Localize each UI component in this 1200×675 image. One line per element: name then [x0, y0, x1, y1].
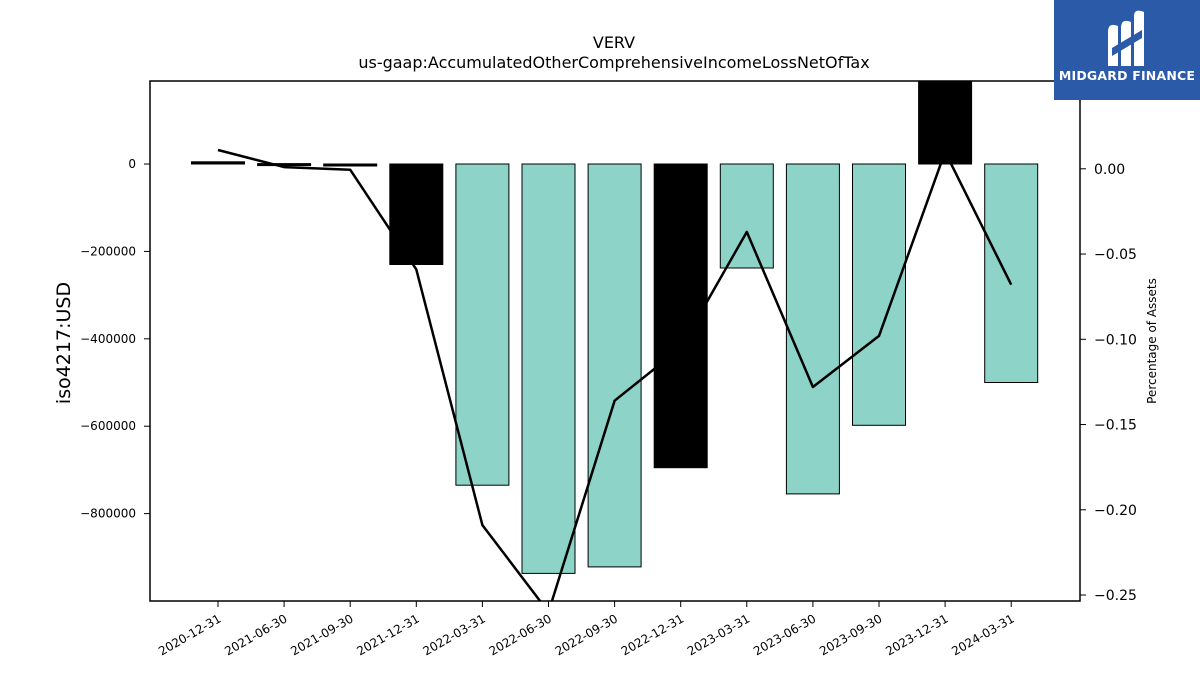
x-tick-label: 2023-06-30	[751, 611, 818, 658]
y-tick-label: 0	[128, 157, 136, 171]
y2-tick-label: −0.20	[1094, 503, 1137, 519]
x-tick-label: 2021-12-31	[354, 611, 421, 658]
y2-tick-label: −0.10	[1094, 332, 1137, 348]
bar-2021-12-31	[389, 163, 444, 265]
bar-2024-03-31	[984, 163, 1039, 383]
brand-name: MIDGARD FINANCE	[1058, 68, 1196, 83]
x-tick-label: 2022-12-31	[619, 611, 686, 658]
left-axis: 0 −200000 −400000 −600000 −800000	[80, 157, 150, 521]
y-tick-label: −800000	[80, 507, 136, 521]
bar-2022-09-30	[587, 163, 642, 568]
bar-2023-12-31	[918, 81, 973, 165]
x-tick-label: 2023-03-31	[685, 611, 752, 658]
x-tick-label: 2022-03-31	[420, 611, 487, 658]
bar-2021-09-30	[323, 163, 378, 167]
y-tick-label: −600000	[80, 419, 136, 433]
x-tick-label: 2022-09-30	[553, 611, 620, 658]
chart-title: VERV	[593, 33, 635, 52]
bar-2020-12-31	[191, 161, 245, 165]
x-tick-label: 2021-06-30	[222, 611, 289, 658]
y2-axis-label: Percentage of Assets	[1145, 278, 1159, 404]
bar-2023-09-30	[852, 163, 906, 426]
bar-2021-06-30	[257, 163, 312, 167]
bar-2023-03-31	[719, 163, 774, 269]
bar-group	[191, 81, 1039, 574]
x-tick-label: 2022-06-30	[487, 611, 554, 658]
x-tick-label: 2020-12-31	[156, 611, 223, 658]
x-tick-label: 2024-03-31	[949, 611, 1016, 658]
midgard-logo-icon	[1108, 10, 1144, 67]
y-tick-label: −200000	[80, 244, 136, 258]
line-group	[217, 148, 1013, 601]
line-percentage-of-assets	[217, 148, 1013, 601]
y-tick-label: −400000	[80, 332, 136, 346]
x-axis: 2020-12-312021-06-302021-09-302021-12-31…	[156, 601, 1017, 658]
x-tick-label: 2021-09-30	[288, 611, 355, 658]
bar-2022-06-30	[521, 163, 576, 574]
bar-2023-06-30	[785, 163, 840, 495]
right-axis: 0.00 −0.05 −0.10 −0.15 −0.20 −0.25	[1080, 162, 1137, 604]
brand-logo: MIDGARD FINANCE	[1054, 0, 1200, 100]
y2-tick-label: −0.05	[1094, 247, 1137, 263]
chart-subtitle: us-gaap:AccumulatedOtherComprehensiveInc…	[358, 53, 869, 72]
y2-tick-label: 0.00	[1094, 162, 1125, 178]
y-axis-label: iso4217:USD	[53, 282, 75, 404]
y2-tick-label: −0.25	[1094, 588, 1137, 604]
y2-tick-label: −0.15	[1094, 418, 1137, 434]
x-tick-label: 2023-09-30	[817, 611, 884, 658]
x-tick-label: 2023-12-31	[883, 611, 950, 658]
bar-2022-03-31	[455, 163, 510, 486]
